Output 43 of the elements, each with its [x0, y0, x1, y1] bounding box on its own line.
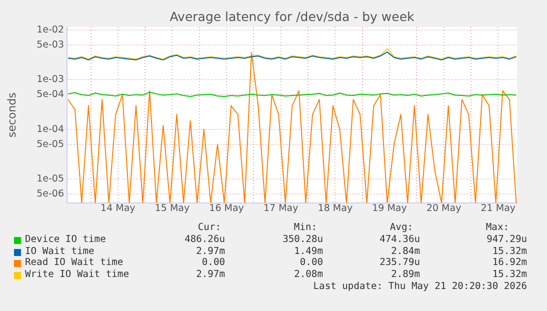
- legend-label: Write IO Wait time: [25, 269, 129, 280]
- y-axis-title: seconds: [5, 92, 18, 138]
- x-tick-label: 14 May: [100, 203, 136, 214]
- text: 235.79u: [380, 257, 420, 268]
- y-tick-label: 1e-04: [36, 124, 64, 135]
- x-tick-label: 21 May: [480, 203, 516, 214]
- text: 486.26u: [184, 234, 225, 245]
- text: Last update: Thu May 21 20:20:30 2026: [313, 281, 527, 292]
- text: 350.28u: [282, 234, 323, 245]
- text: 2.08m: [294, 269, 323, 280]
- y-tick-label: 1e-05: [36, 174, 64, 185]
- text: Max:: [486, 222, 509, 233]
- text: 474.36u: [380, 234, 420, 245]
- y-tick-label: 1e-03: [36, 74, 64, 86]
- x-tick-label: 17 May: [264, 203, 299, 214]
- text: 947.29u: [486, 234, 527, 245]
- text: 15.32m: [492, 246, 527, 257]
- text: Min:: [294, 222, 317, 233]
- y-tick-label: 5e-04: [36, 89, 64, 100]
- x-tick-label: 19 May: [372, 203, 408, 214]
- x-tick-label: 20 May: [426, 203, 462, 214]
- x-tick-label: 18 May: [318, 203, 353, 214]
- text: 16.92m: [492, 257, 527, 268]
- text: 0.00: [300, 257, 323, 268]
- text: 2.89m: [391, 269, 420, 280]
- y-tick-label: 5e-03: [36, 39, 64, 50]
- legend-label: IO Wait time: [25, 246, 94, 257]
- chart-title: Average latency for /dev/sda - by week: [168, 9, 416, 24]
- text: 0.00: [202, 257, 225, 268]
- x-tick-label: 16 May: [209, 203, 244, 214]
- y-tick-label: 1e-02: [36, 24, 64, 36]
- y-tick-label: 5e-05: [36, 138, 64, 150]
- text: Avg:: [390, 222, 413, 233]
- text: 2.84m: [391, 246, 420, 257]
- legend-label: Device IO time: [25, 234, 106, 245]
- legend-label: Read IO Wait time: [25, 257, 124, 268]
- x-tick-label: 15 May: [154, 203, 190, 214]
- text: 1.49m: [294, 246, 323, 257]
- text: 2.97m: [196, 269, 225, 280]
- text: Cur:: [198, 222, 221, 233]
- y-tick-label: 5e-06: [36, 188, 64, 200]
- text: 15.32m: [492, 269, 527, 280]
- text: 2.97m: [196, 246, 225, 257]
